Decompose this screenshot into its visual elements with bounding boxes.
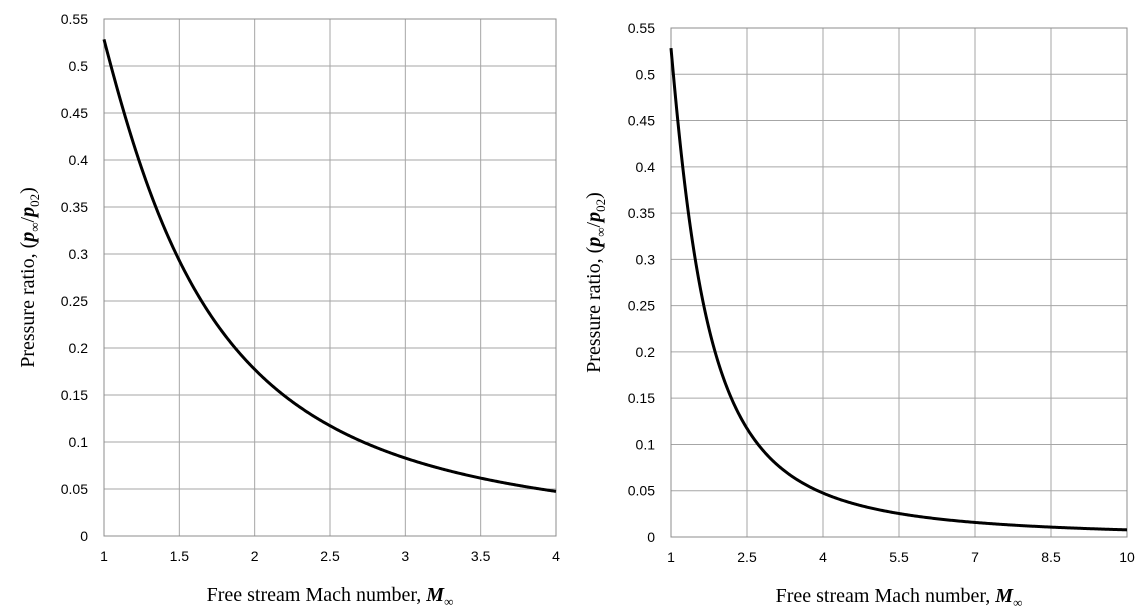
x-tick-label: 7 bbox=[971, 549, 979, 565]
y-tick-label: 0.25 bbox=[61, 293, 88, 309]
x-tick-label: 1 bbox=[667, 549, 675, 565]
y-tick-label: 0.55 bbox=[61, 11, 88, 27]
y-tick-label: 0.15 bbox=[628, 390, 655, 406]
y-tick-label: 0.15 bbox=[61, 387, 88, 403]
x-tick-label: 5.5 bbox=[889, 549, 909, 565]
x-tick-label: 8.5 bbox=[1041, 549, 1061, 565]
y-tick-label: 0.2 bbox=[69, 340, 89, 356]
y-tick-label: 0.3 bbox=[636, 251, 656, 267]
y-tick-label: 0 bbox=[80, 528, 88, 544]
y-tick-label: 0.2 bbox=[636, 344, 656, 360]
plot-area-frame bbox=[103, 18, 557, 537]
x-tick-label: 2.5 bbox=[737, 549, 757, 565]
y-axis-label: Pressure ratio, (p∞/p02) bbox=[583, 192, 608, 373]
x-tick-label: 1.5 bbox=[170, 548, 190, 564]
x-tick-label: 4 bbox=[819, 549, 827, 565]
x-tick-label: 4 bbox=[552, 548, 560, 564]
x-tick-label: 3.5 bbox=[471, 548, 491, 564]
y-tick-label: 0.45 bbox=[61, 105, 88, 121]
series-line bbox=[102, 39, 557, 493]
y-tick-label: 0.25 bbox=[628, 298, 655, 314]
x-tick-label: 10 bbox=[1119, 549, 1135, 565]
series-line bbox=[669, 47, 1128, 532]
y-tick-label: 0.05 bbox=[628, 483, 655, 499]
y-tick-label: 0.05 bbox=[61, 481, 88, 497]
x-axis-label: Free stream Mach number, M∞ bbox=[776, 585, 1023, 610]
y-tick-label: 0.4 bbox=[69, 152, 89, 168]
y-tick-label: 0 bbox=[647, 529, 655, 545]
y-tick-label: 0.3 bbox=[69, 246, 89, 262]
x-tick-label: 3 bbox=[401, 548, 409, 564]
chart-panel-1: 0 0.05 0.1 0.15 0.2 0.25 0.3 0.35 0.4 0.45 0.5 0.55… bbox=[17, 11, 560, 609]
y-tick-label: 0.5 bbox=[636, 66, 656, 82]
y-tick-label: 0.1 bbox=[636, 436, 656, 452]
y-axis-label: Pressure ratio, (p∞/p02) bbox=[17, 187, 42, 368]
y-tick-label: 0.45 bbox=[628, 113, 655, 129]
x-axis-label: Free stream Mach number, M∞ bbox=[207, 584, 454, 609]
y-tick-label: 0.1 bbox=[69, 434, 89, 450]
y-tick-label: 0.55 bbox=[628, 20, 655, 36]
plot-area-frame bbox=[670, 27, 1128, 538]
chart-panel-2: 0 0.05 0.1 0.15 0.2 0.25 0.3 0.35 0.4 0.45 0.5 0.55… bbox=[583, 20, 1135, 610]
x-tick-label: 2 bbox=[251, 548, 259, 564]
y-tick-label: 0.35 bbox=[628, 205, 655, 221]
x-tick-label: 1 bbox=[100, 548, 108, 564]
y-tick-label: 0.5 bbox=[69, 58, 89, 74]
x-tick-label: 2.5 bbox=[320, 548, 340, 564]
y-tick-label: 0.4 bbox=[636, 159, 656, 175]
y-tick-label: 0.35 bbox=[61, 199, 88, 215]
